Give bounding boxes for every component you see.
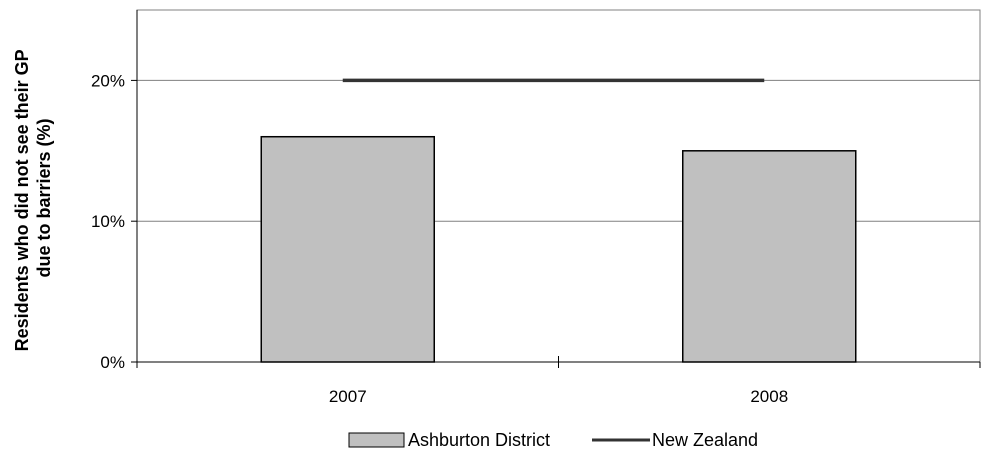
- legend-label-new-zealand: New Zealand: [652, 430, 758, 450]
- y-tick-label-2: 20%: [91, 71, 125, 90]
- y-axis-title-line-1: Residents who did not see their GP: [12, 49, 32, 351]
- axes: [131, 9, 981, 368]
- y-axis-title: Residents who did not see their GP due t…: [12, 45, 54, 352]
- bar-ashburton-2007: [260, 135, 435, 363]
- legend-label-ashburton-district: Ashburton District: [408, 430, 550, 450]
- y-tick-label-1: 10%: [91, 212, 125, 231]
- legend: Ashburton District New Zealand: [348, 430, 758, 450]
- bar-ashburton-2008: [682, 150, 857, 363]
- legend-swatch-ashburton-district: [348, 432, 405, 448]
- x-tick-label-2007: 2007: [329, 387, 367, 406]
- y-tick-label-0: 0%: [100, 353, 125, 372]
- x-tick-label-2008: 2008: [750, 387, 788, 406]
- y-tick-labels: 0% 10% 20%: [91, 71, 125, 372]
- y-axis-title-line-2: due to barriers (%): [34, 118, 54, 277]
- bars: [260, 135, 857, 363]
- x-tick-labels: 2007 2008: [329, 387, 788, 406]
